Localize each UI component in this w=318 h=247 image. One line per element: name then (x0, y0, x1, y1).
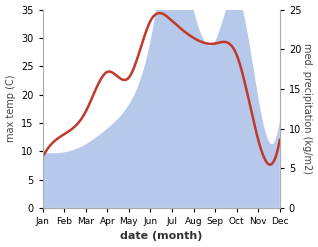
X-axis label: date (month): date (month) (120, 231, 203, 242)
Y-axis label: max temp (C): max temp (C) (5, 75, 16, 143)
Y-axis label: med. precipitation (kg/m2): med. precipitation (kg/m2) (302, 43, 313, 174)
